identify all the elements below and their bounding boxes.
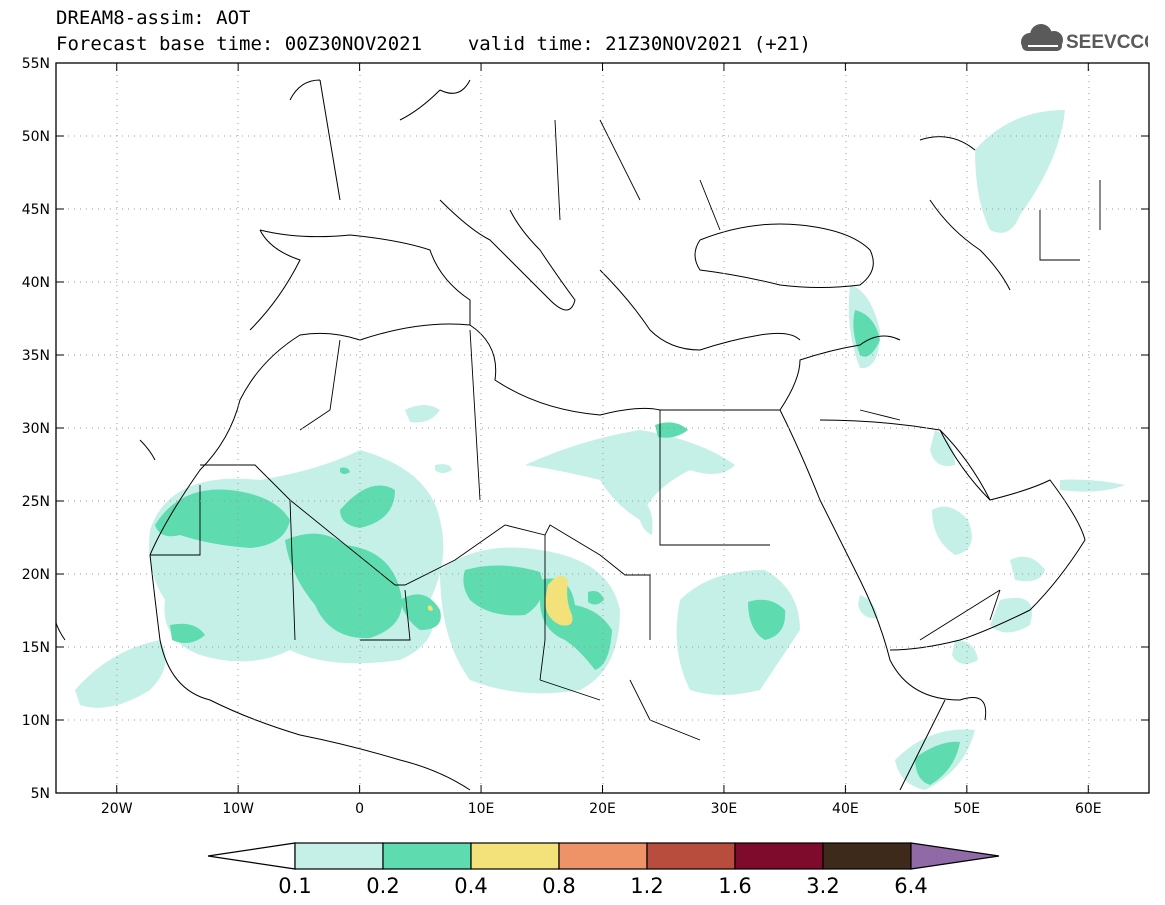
lon-tick-label: 20E	[589, 801, 616, 817]
lon-tick-label: 50E	[953, 801, 980, 817]
map-title: DREAM8-assim: AOT	[56, 7, 251, 29]
colorbar-swatch	[382, 842, 472, 870]
lat-tick-label: 15N	[22, 640, 50, 656]
aot-map: 5N 10N 15N 20N 25N 30N 35N 40N 45N 50N 55N 20W 10W 0 1…	[22, 56, 1150, 817]
colorbar-swatch	[822, 842, 912, 870]
colorbar-label: 1.2	[630, 874, 663, 898]
colorbar-label: 0.8	[542, 874, 575, 898]
colorbar-label: 6.4	[894, 874, 927, 898]
graticule	[56, 63, 1149, 793]
lat-tick-label: 35N	[22, 348, 50, 364]
axis-ticks: 5N 10N 15N 20N 25N 30N 35N 40N 45N 50N 55N 20W 10W 0 1…	[22, 56, 1149, 817]
lat-tick-label: 55N	[22, 56, 50, 72]
lat-tick-label: 40N	[22, 275, 50, 291]
colorbar-swatch	[646, 842, 736, 870]
seevccc-logo: SEEVCCC	[1021, 24, 1148, 53]
colorbar-swatch	[558, 842, 648, 870]
lat-tick-label: 10N	[22, 713, 50, 729]
aot-contour-high	[428, 576, 573, 626]
lat-tick-label: 45N	[22, 202, 50, 218]
lon-tick-label: 10E	[468, 801, 495, 817]
valid-time: valid time: 21Z30NOV2021 (+21)	[467, 33, 811, 55]
colorbar-swatch	[294, 842, 384, 870]
colorbar-arrow-left	[207, 842, 296, 870]
colorbar-arrow-right	[910, 842, 1000, 870]
colorbar-swatch	[470, 842, 560, 870]
colorbar-label: 1.6	[718, 874, 751, 898]
lon-tick-label: 60E	[1075, 801, 1102, 817]
coastlines	[56, 79, 1086, 791]
lon-tick-label: 30E	[711, 801, 738, 817]
colorbar-label: 3.2	[806, 874, 839, 898]
cloud-icon	[1021, 24, 1063, 51]
lon-tick-label: 40E	[832, 801, 859, 817]
lat-tick-label: 30N	[22, 421, 50, 437]
lat-tick-label: 50N	[22, 129, 50, 145]
colorbar-label: 0.1	[278, 874, 311, 898]
borders	[150, 119, 1101, 741]
colorbar-label: 0.4	[454, 874, 487, 898]
lat-tick-label: 5N	[31, 786, 50, 802]
colorbar-label: 0.2	[366, 874, 399, 898]
colorbar-swatch	[734, 842, 824, 870]
aot-contour-medium	[155, 310, 960, 785]
lon-tick-label: 20W	[101, 801, 133, 817]
lat-tick-label: 20N	[22, 567, 50, 583]
base-time: Forecast base time: 00Z30NOV2021	[56, 33, 423, 55]
time-info: Forecast base time: 00Z30NOV2021 valid t…	[56, 34, 811, 54]
lon-tick-label: 0	[355, 801, 364, 817]
lon-tick-label: 10W	[222, 801, 254, 817]
logo-text: SEEVCCC	[1066, 32, 1148, 53]
lat-tick-label: 25N	[22, 494, 50, 510]
